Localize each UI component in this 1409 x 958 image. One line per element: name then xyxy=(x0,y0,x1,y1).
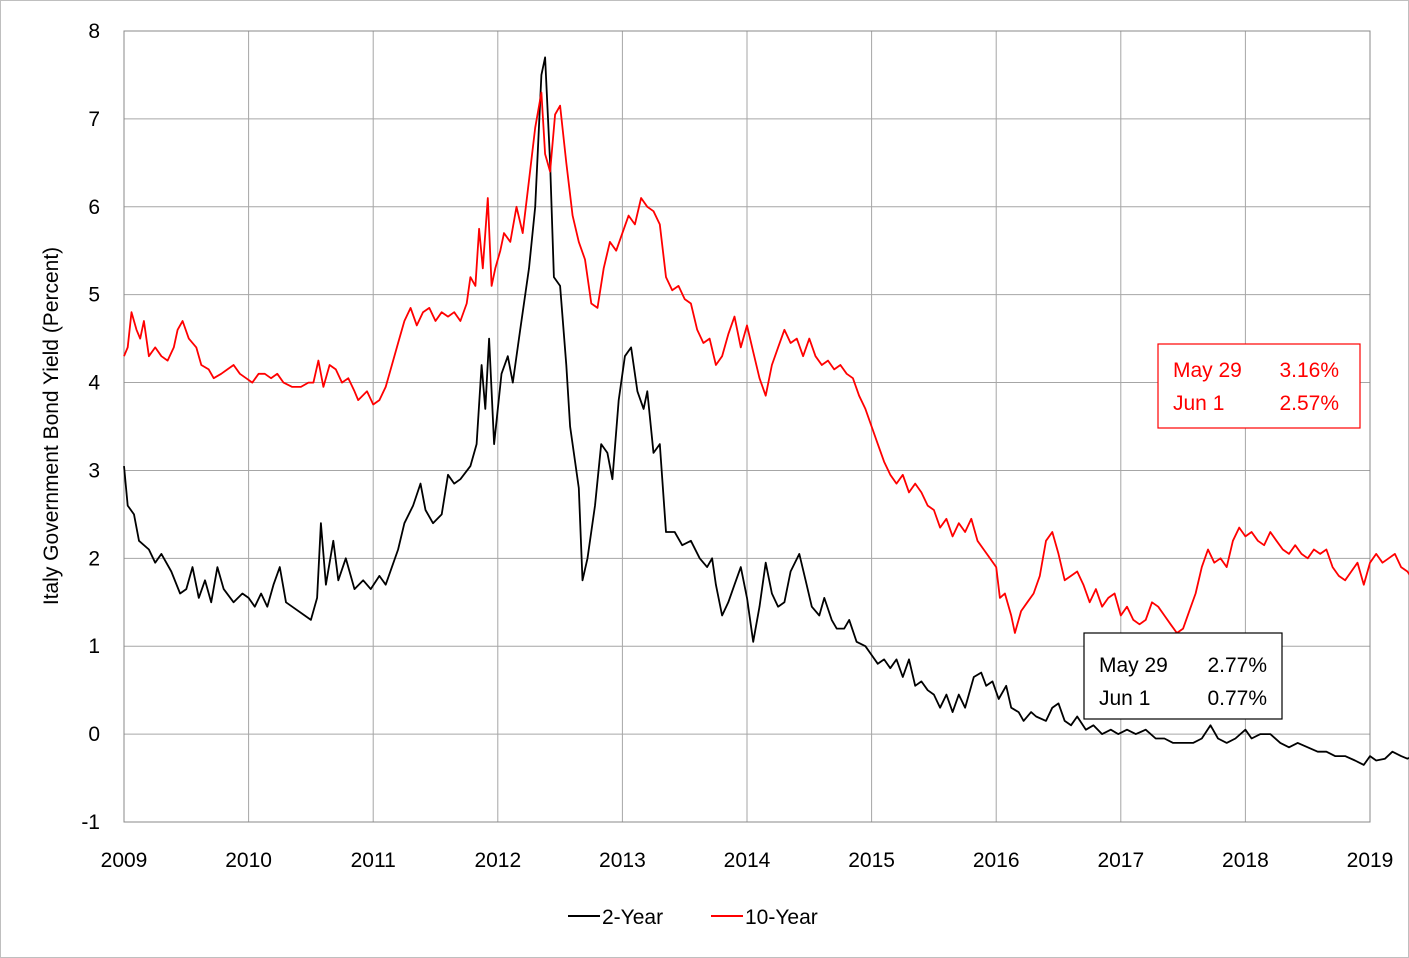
annotation-2-year-line1-value: 2.77% xyxy=(1207,654,1267,677)
x-tick-label-2019: 2019 xyxy=(1347,849,1394,872)
y-tick-label-4: 4 xyxy=(88,372,100,395)
annotation-2-year-box xyxy=(1083,632,1283,720)
legend-10-year-label: 10-Year xyxy=(745,906,818,929)
annotation-10-year-line2-value: 2.57% xyxy=(1279,392,1339,415)
series-line-2-year xyxy=(123,56,1409,766)
x-tick-label-2016: 2016 xyxy=(973,849,1020,872)
y-tick-label-1: 1 xyxy=(88,635,100,658)
x-tick-label-2018: 2018 xyxy=(1222,849,1269,872)
y-tick-label-7: 7 xyxy=(88,108,100,131)
x-tick-label-2017: 2017 xyxy=(1097,849,1144,872)
y-tick-label-0: 0 xyxy=(88,723,100,746)
x-tick-label-2010: 2010 xyxy=(225,849,272,872)
x-tick-label-2014: 2014 xyxy=(724,849,771,872)
annotation-10-year: May 29 3.16% Jun 1 2.57% xyxy=(1157,343,1361,429)
y-tick-label-6: 6 xyxy=(88,196,100,219)
annotation-2-year-line2-value: 0.77% xyxy=(1207,687,1267,710)
annotation-10-year-box xyxy=(1157,343,1361,429)
annotation-10-year-line1-value: 3.16% xyxy=(1279,359,1339,382)
plot-area xyxy=(123,30,1371,823)
x-axis-ticks: 2009 2010 2011 2012 2013 2014 2015 2016 2017 2018… xyxy=(101,849,1394,872)
y-tick-label--1: -1 xyxy=(81,811,100,834)
y-axis-label: Italy Government Bond Yield (Percent) xyxy=(40,247,63,605)
y-tick-label-3: 3 xyxy=(88,459,100,482)
y-tick-label-2: 2 xyxy=(88,547,100,570)
x-tick-label-2012: 2012 xyxy=(474,849,521,872)
y-tick-label-5: 5 xyxy=(88,284,100,307)
x-tick-label-2013: 2013 xyxy=(599,849,646,872)
legend: 2-Year 10-Year xyxy=(568,906,818,929)
annotation-2-year-line1-date: May 29 xyxy=(1099,654,1168,677)
annotation-10-year-line2-date: Jun 1 xyxy=(1173,392,1224,415)
series-lines xyxy=(123,56,1409,766)
x-tick-label-2009: 2009 xyxy=(101,849,148,872)
y-tick-label-8: 8 xyxy=(88,20,100,43)
x-tick-label-2011: 2011 xyxy=(351,849,396,872)
annotation-2-year: May 29 2.77% Jun 1 0.77% xyxy=(1083,632,1283,720)
legend-2-year-label: 2-Year xyxy=(602,906,663,929)
series-line-10-year xyxy=(123,91,1409,634)
y-axis-ticks: 8 7 6 5 4 3 2 1 0 -1 xyxy=(81,20,100,834)
annotation-10-year-line1-date: May 29 xyxy=(1173,359,1242,382)
annotation-2-year-line2-date: Jun 1 xyxy=(1099,687,1150,710)
x-tick-label-2015: 2015 xyxy=(848,849,895,872)
